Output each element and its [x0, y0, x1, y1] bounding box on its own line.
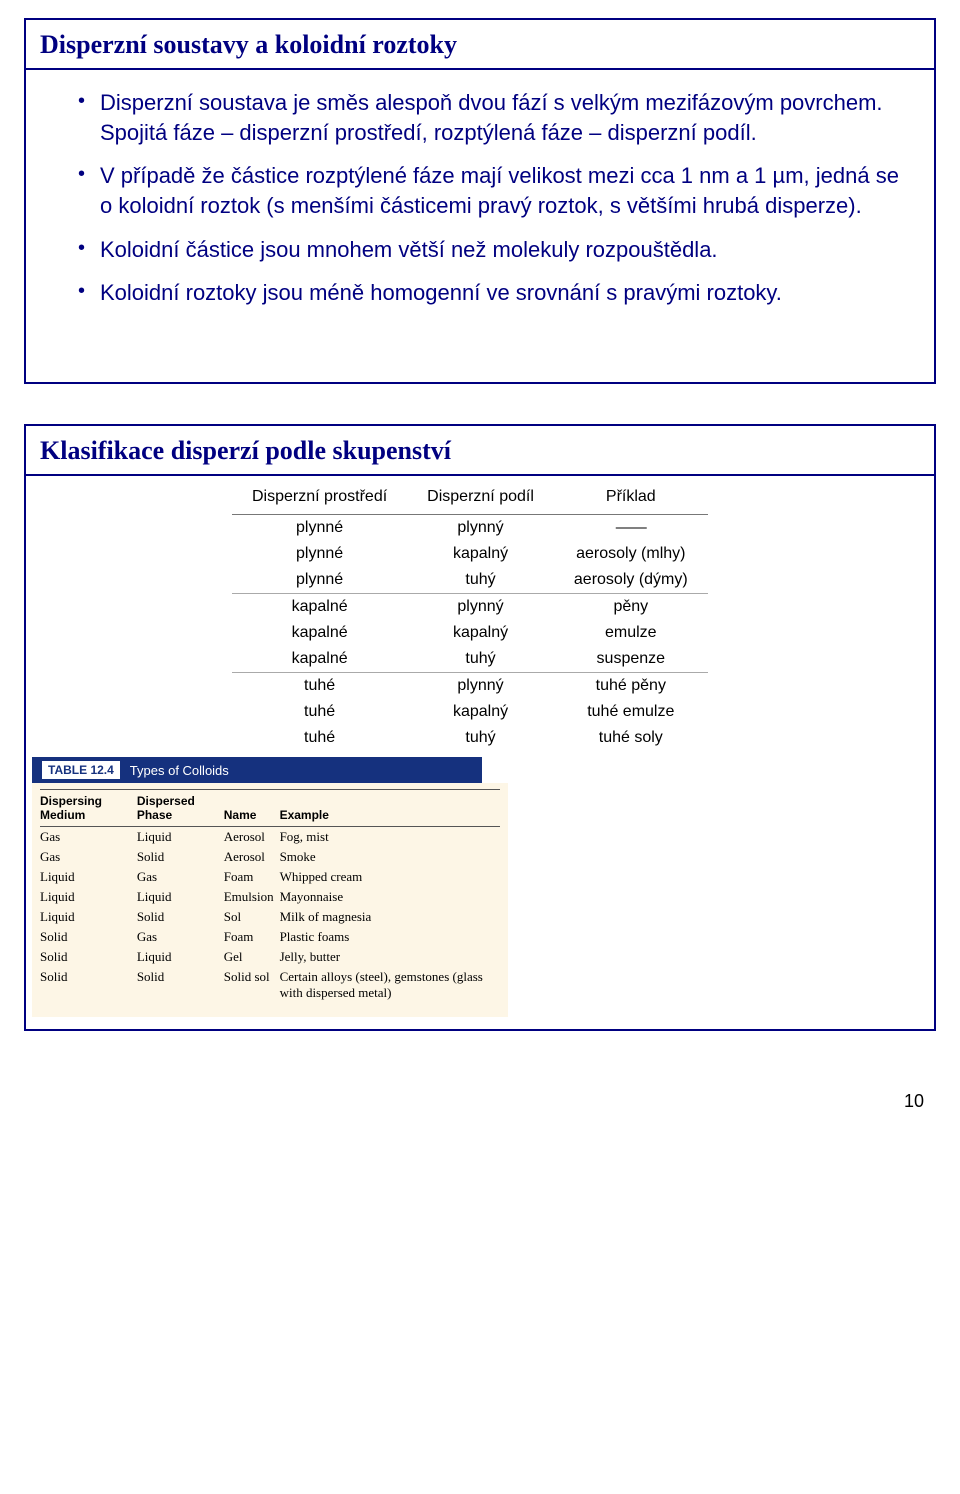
- slide-2-title: Klasifikace disperzí podle skupenství: [26, 426, 934, 476]
- table-row: tuhékapalnýtuhé emulze: [232, 699, 708, 725]
- table-header: Name: [224, 790, 280, 827]
- slide-2: Klasifikace disperzí podle skupenství Di…: [24, 424, 936, 1031]
- slide-1: Disperzní soustavy a koloidní roztoky Di…: [24, 18, 936, 384]
- table-caption: Types of Colloids: [130, 763, 229, 778]
- colloid-types-table-wrap: Dispersing Medium Dispersed Phase Name E…: [32, 783, 508, 1017]
- table-row: LiquidSolidSolMilk of magnesia: [40, 907, 500, 927]
- table-row: kapalnéplynnýpěny: [232, 594, 708, 621]
- bullet-item: Koloidní částice jsou mnohem větší než m…: [78, 235, 906, 265]
- table-number: TABLE 12.4: [42, 761, 120, 779]
- bullet-item: Koloidní roztoky jsou méně homogenní ve …: [78, 278, 906, 308]
- slide-1-title: Disperzní soustavy a koloidní roztoky: [26, 20, 934, 70]
- table-12-4-label: TABLE 12.4 Types of Colloids: [32, 757, 482, 783]
- table-header: Dispersed Phase: [137, 790, 224, 827]
- table-row: SolidLiquidGelJelly, butter: [40, 947, 500, 967]
- table-row: GasSolidAerosolSmoke: [40, 847, 500, 867]
- classification-table: Disperzní prostředí Disperzní podíl Přík…: [232, 484, 708, 751]
- table-row: LiquidGasFoamWhipped cream: [40, 867, 500, 887]
- slide-1-body: Disperzní soustava je směs alespoň dvou …: [26, 70, 934, 382]
- table-header: Příklad: [554, 484, 708, 515]
- table-header: Example: [280, 790, 500, 827]
- table-row: plynnétuhýaerosoly (dýmy): [232, 567, 708, 594]
- colloid-types-table: Dispersing Medium Dispersed Phase Name E…: [40, 789, 500, 1003]
- table-header: Disperzní prostředí: [232, 484, 407, 515]
- table-row: SolidSolidSolid solCertain alloys (steel…: [40, 967, 500, 1003]
- slide-2-body: Disperzní prostředí Disperzní podíl Přík…: [26, 476, 934, 1029]
- table-row: SolidGasFoamPlastic foams: [40, 927, 500, 947]
- table-row: tuhétuhýtuhé soly: [232, 725, 708, 751]
- bullet-item: V případě že částice rozptýlené fáze maj…: [78, 161, 906, 220]
- table-row: plynnéplynný——: [232, 515, 708, 542]
- table-row: kapalnékapalnýemulze: [232, 620, 708, 646]
- table-row: tuhéplynnýtuhé pěny: [232, 673, 708, 700]
- table-header: Dispersing Medium: [40, 790, 137, 827]
- table-row: kapalnétuhýsuspenze: [232, 646, 708, 673]
- bullet-item: Disperzní soustava je směs alespoň dvou …: [78, 88, 906, 147]
- table-row: GasLiquidAerosolFog, mist: [40, 827, 500, 848]
- table-row: LiquidLiquidEmulsionMayonnaise: [40, 887, 500, 907]
- page-number: 10: [0, 1071, 960, 1128]
- slide-1-bullet-list: Disperzní soustava je směs alespoň dvou …: [54, 88, 906, 308]
- table-header: Disperzní podíl: [407, 484, 554, 515]
- table-row: plynnékapalnýaerosoly (mlhy): [232, 541, 708, 567]
